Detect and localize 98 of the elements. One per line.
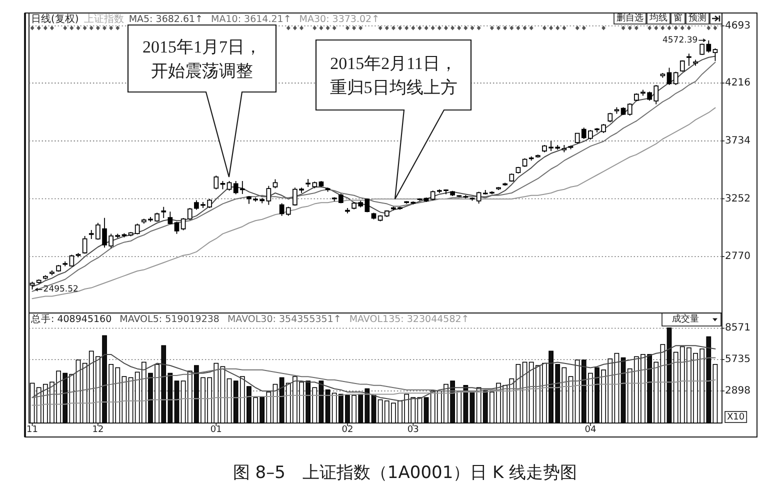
candlestick [673,71,678,86]
text: MA10: 3614.21↑ [211,14,292,25]
candlestick [272,178,278,189]
candlestick [122,232,127,238]
candlestick [470,197,475,202]
candlestick [128,232,134,237]
candlestick [134,223,140,235]
y-tick-label: 4216 [725,78,750,89]
candlestick [50,270,54,276]
x-tick-label: 04 [584,425,596,435]
candlestick [69,254,74,267]
candlestick [496,186,501,190]
series-label: 总手: 408945160 [30,313,112,325]
bar [417,397,422,424]
candlestick [522,158,528,168]
line-series [32,379,716,406]
candlestick [62,260,68,267]
candlestick [502,182,508,186]
x-tick-label: 11 [26,425,38,435]
candlestick [286,206,291,216]
candlestick [76,252,81,258]
annotation: 窗 [674,12,682,24]
candlestick [535,154,540,158]
y-tick-label: 8571 [725,322,750,334]
annotation: 均线 [648,12,668,24]
candlestick [246,196,252,204]
candlestick [509,173,514,182]
candlestick [476,191,482,204]
candlestick [660,72,666,78]
candlestick [180,218,186,231]
candlestick [693,59,698,66]
y-tick-label: 3252 [725,193,750,204]
candlestick [417,198,422,202]
y-tick-label: 2898 [725,385,750,396]
annotation: 2015年2月11日，重归5日均线上方 [330,54,458,96]
caption: 图 8–5 上证指数（1A0001）日 K 线走势图 [232,463,578,483]
candlestick [220,180,226,190]
candlestick [161,206,166,218]
chart-subtitle: 上证指数 [84,13,124,25]
candlestick [42,274,48,280]
candlestick [364,198,370,213]
candlestick [608,112,613,123]
y-tick-label: 5735 [725,354,750,366]
candlestick [187,208,192,220]
text: MAVOL30: 354355351↑ [227,314,342,325]
candlestick [562,144,567,153]
text: MA5: 3682.61↑ [128,14,204,25]
candlestick [666,67,672,86]
text: MA30: 3373.02↑ [299,14,380,25]
candlestick [226,180,232,192]
line-series [32,345,716,402]
candlestick [620,106,626,116]
y-tick-label: 3734 [725,135,750,146]
candlestick [568,145,574,150]
candlestick [384,210,390,218]
x-tick-label: 12 [92,425,104,435]
candlestick [463,194,468,199]
text: MAVOL135: 323044582↑ [349,314,470,325]
x-tick-label: 02 [342,425,354,435]
x-tick-label: 01 [210,425,222,435]
candlestick [168,211,173,225]
candlestick [516,166,521,174]
candlestick [614,106,620,114]
y-tick-label: 2770 [725,251,750,262]
text: MAVOL5: 519019238 [120,314,220,325]
bar [712,364,718,424]
annotation: 成交量 [672,314,699,324]
chart-title: 日线(复权) [31,13,79,25]
candlestick [680,60,685,72]
candlestick [345,208,350,214]
candlestick [36,278,42,284]
candlestick [378,214,383,222]
candlestick [279,202,284,216]
annotation: 4572.39 [662,35,698,46]
candlestick [371,212,376,220]
candlestick [528,156,534,162]
annotation: 2495.52 [43,284,78,295]
y-axis-title: X10 [727,412,745,422]
candlestick [424,197,429,202]
candlestick [325,187,330,192]
candlestick [214,175,219,190]
line-series [32,107,716,300]
candlestick [574,132,580,144]
annotation: 2015年1月7日，开始震荡调整 [142,37,262,80]
candlestick [56,264,61,272]
candlestick [318,180,324,188]
x-tick-label: 03 [407,425,419,435]
candlestick [712,48,718,62]
candlestick [686,53,692,66]
annotation: 预测 [688,12,706,24]
candlestick [174,221,180,234]
candlestick [634,92,639,102]
candlestick [82,236,88,254]
candlestick [266,185,272,206]
candlestick [627,102,632,116]
annotation: 删自选 [616,12,644,24]
bar [226,378,232,424]
y-tick-label: 4693 [725,20,750,32]
